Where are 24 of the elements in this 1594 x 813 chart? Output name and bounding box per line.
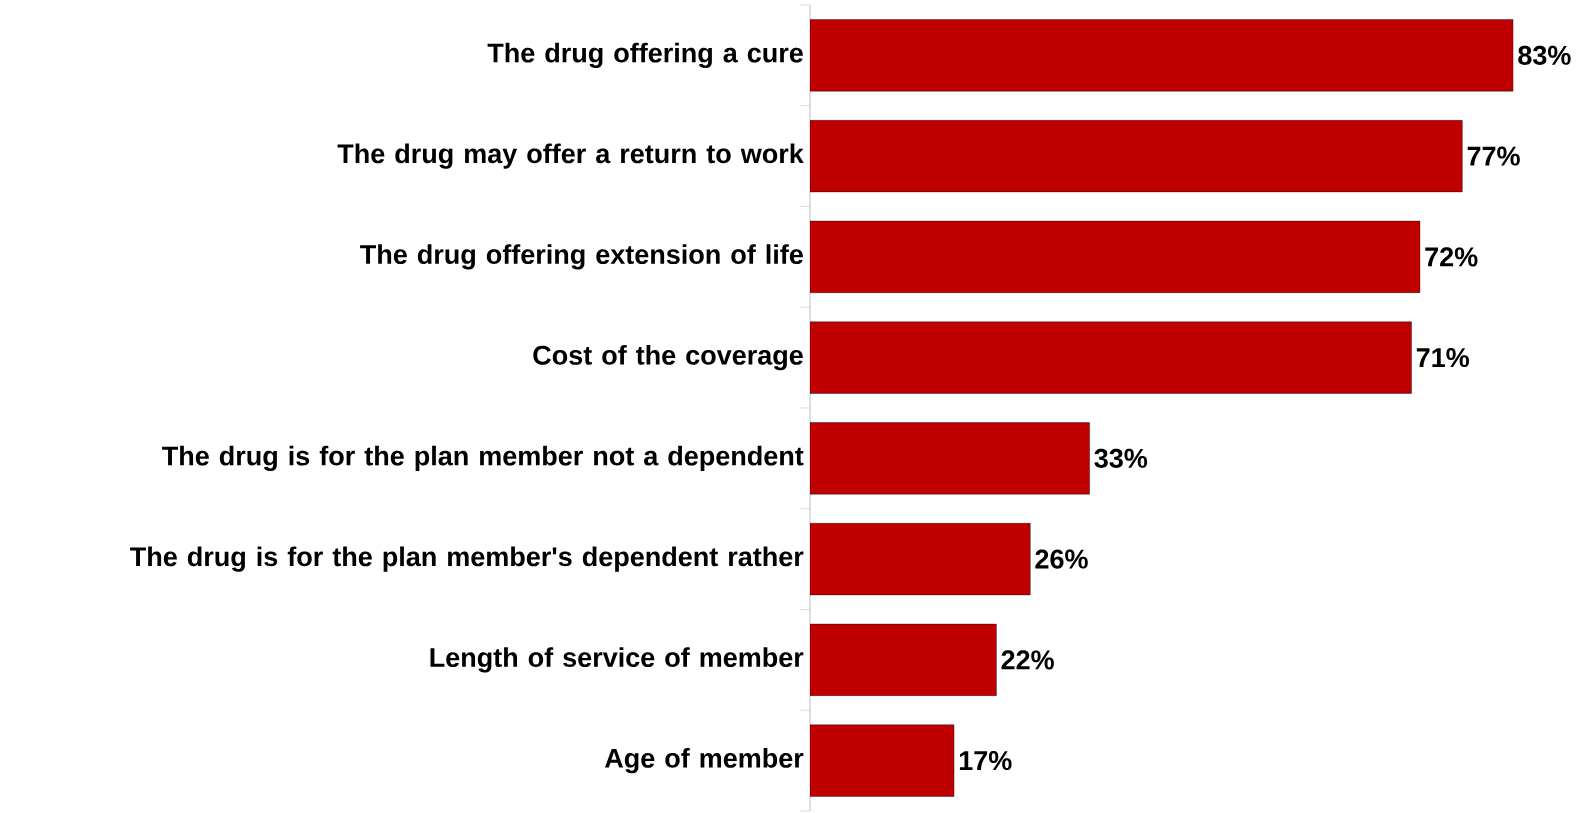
- bar: [810, 523, 1031, 596]
- data-label: 72%: [1425, 247, 1478, 267]
- bar: [810, 623, 997, 696]
- bar: [810, 220, 1421, 293]
- y-tick-label: The drug offering a cure: [487, 42, 803, 69]
- y-tick-label: The drug may offer a return to work: [337, 143, 804, 169]
- data-label: 22%: [1001, 650, 1054, 670]
- bar: [810, 120, 1463, 193]
- bar: [810, 321, 1412, 394]
- bar: [810, 19, 1514, 92]
- data-label: 26%: [1035, 549, 1088, 569]
- data-label: 77%: [1467, 146, 1520, 166]
- data-label: 71%: [1416, 348, 1470, 368]
- y-tick-label: Age of member: [604, 747, 804, 774]
- y-tick-label: Length of service of member: [430, 647, 804, 673]
- data-label: 17%: [959, 751, 1012, 771]
- y-tick-label: The drug offering extension of life: [360, 244, 803, 270]
- bar: [810, 422, 1090, 495]
- data-label: 83%: [1518, 45, 1571, 65]
- bar: [810, 724, 955, 797]
- data-label: 33%: [1094, 448, 1148, 468]
- y-tick-label: The drug is for the plan member not a dependent: [162, 445, 804, 472]
- y-tick-label: Cost of the coverage: [533, 344, 803, 371]
- y-tick-label: The drug is for the plan member's dependent rather: [130, 546, 804, 572]
